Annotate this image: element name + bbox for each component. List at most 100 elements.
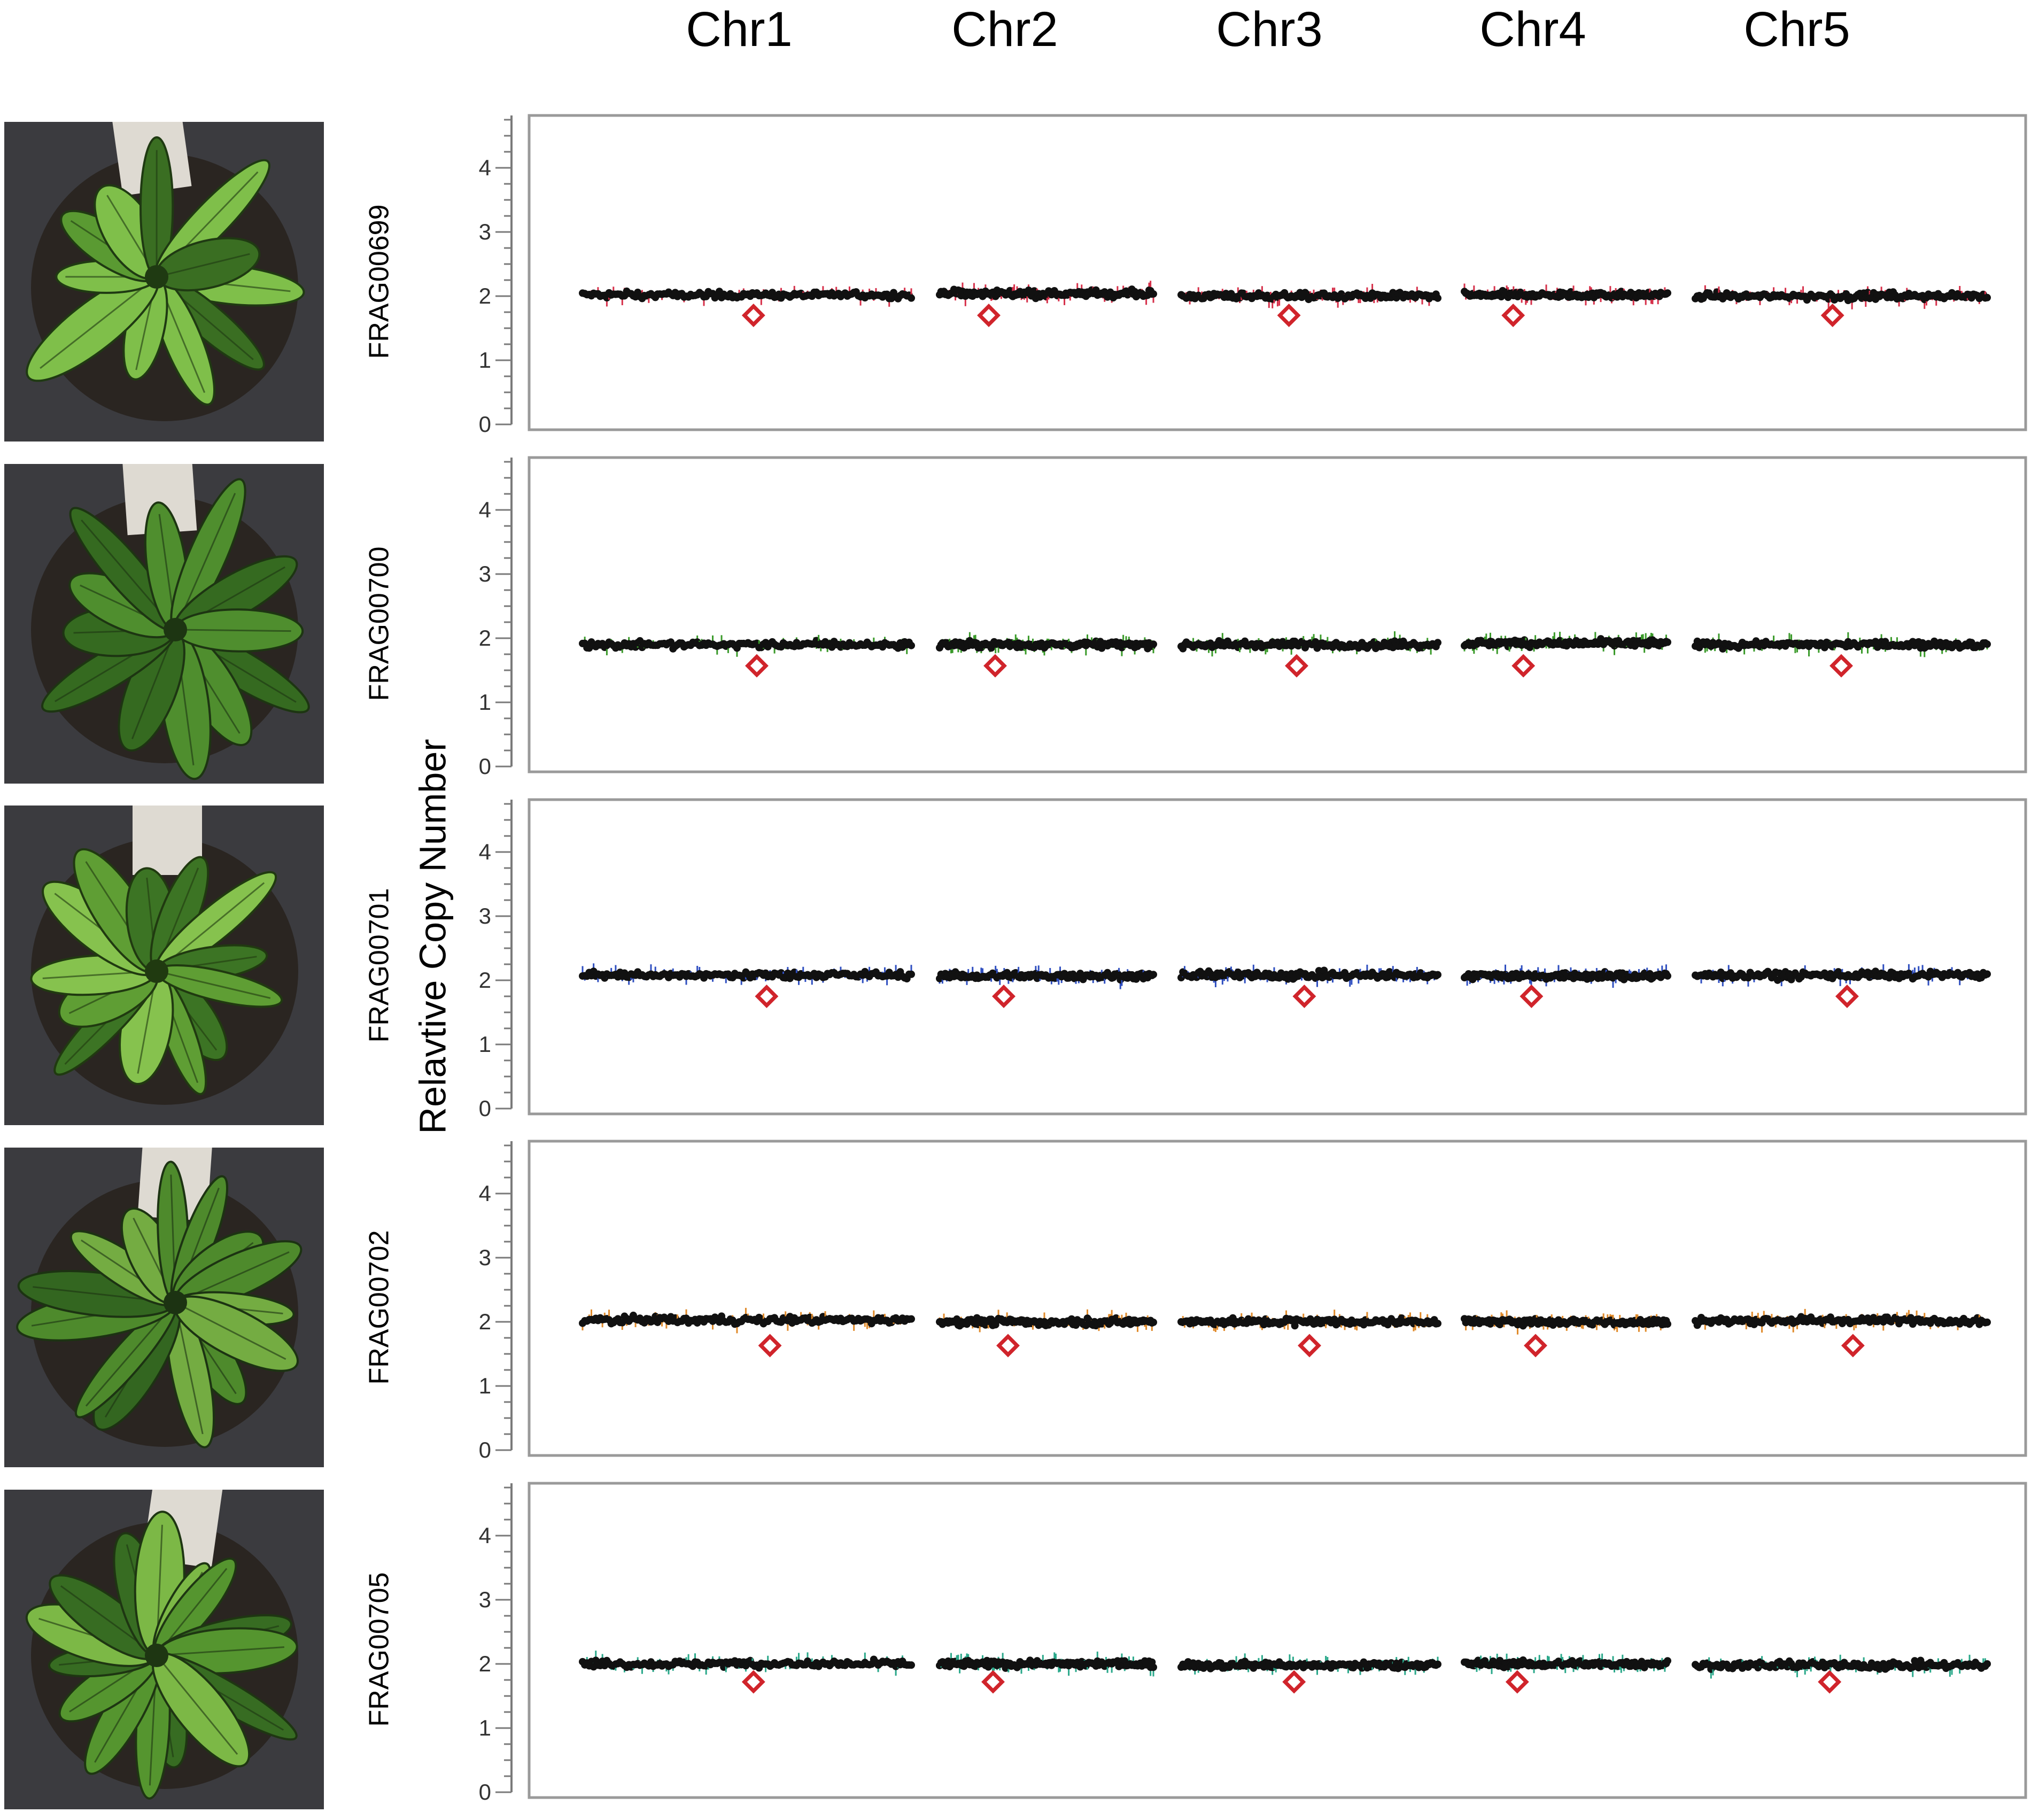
rosette-center	[145, 959, 168, 983]
centromere-marker	[1292, 985, 1316, 1008]
chromosome-label-chr3: Chr3	[1216, 2, 1323, 57]
panel-frame	[528, 114, 2027, 431]
panel-frame	[528, 798, 2027, 1116]
y-tick-label: 3	[479, 219, 491, 244]
pot-label-tab	[122, 464, 197, 536]
chromosome-segment	[1177, 631, 1441, 678]
data-point	[1434, 971, 1441, 979]
centromere-marker	[1285, 654, 1308, 678]
plot-panel: 0 1 2 3 4	[479, 114, 2027, 437]
y-tick-label: 1	[479, 690, 491, 715]
centromere-marker	[1820, 304, 1844, 327]
panel-frame	[528, 456, 2027, 773]
panel-frame	[528, 1140, 2027, 1457]
data-point	[1150, 1318, 1157, 1326]
y-tick-label: 0	[479, 1437, 491, 1462]
leaf-vein	[156, 253, 250, 278]
plant-photo-image	[4, 464, 324, 784]
rosette-center	[145, 1644, 168, 1667]
centromere-marker	[983, 654, 1007, 678]
leaf-vein	[156, 1655, 238, 1755]
leaf-vein	[156, 1646, 284, 1656]
data-point	[908, 294, 915, 302]
y-tick-label: 2	[479, 967, 491, 993]
y-tick-label: 1	[479, 1373, 491, 1398]
plot-panel: 0 1 2 3 4	[479, 1140, 2027, 1462]
plant-photo-frag00700	[4, 464, 324, 784]
plant-photo-frag00705	[4, 1490, 324, 1809]
data-point	[1983, 293, 1991, 301]
centromere-marker	[1277, 304, 1301, 327]
chromosome-segment	[936, 281, 1157, 327]
chromosome-label-chr5: Chr5	[1743, 2, 1850, 57]
y-tick-label: 2	[479, 1651, 491, 1676]
data-point	[1664, 972, 1671, 980]
data-point	[1150, 290, 1157, 298]
y-tick-label: 0	[479, 1096, 491, 1121]
y-tick-label: 3	[479, 561, 491, 586]
data-point	[908, 1661, 915, 1669]
data-point	[1150, 1663, 1157, 1671]
centromere-marker	[1501, 304, 1525, 327]
y-tick-label: 4	[479, 1523, 491, 1548]
y-tick-label: 1	[479, 1715, 491, 1740]
data-point	[908, 641, 915, 649]
chromosome-label-chr4: Chr4	[1479, 2, 1586, 57]
chromosome-segment	[1177, 964, 1441, 1008]
chromosome-segment	[936, 632, 1157, 678]
chromosome-label-chr1: Chr1	[686, 2, 793, 57]
y-tick-label: 0	[479, 412, 491, 437]
rosette-center	[145, 265, 168, 289]
chromosome-segment	[579, 963, 915, 1008]
chromosome-segment	[1461, 631, 1671, 678]
data-point	[1434, 639, 1441, 647]
data-point	[1664, 638, 1671, 646]
y-tick-label: 3	[479, 903, 491, 928]
y-tick-label: 2	[479, 283, 491, 308]
y-tick-label: 3	[479, 1587, 491, 1612]
chromosome-segment	[1692, 632, 1991, 678]
plant-photo-frag00702	[4, 1148, 324, 1467]
data-point	[1150, 971, 1157, 979]
leaf-vein	[156, 970, 271, 999]
centromere-marker	[992, 985, 1016, 1008]
data-point	[1983, 640, 1991, 648]
plot-panel: 0 1 2 3 4	[479, 1482, 2027, 1804]
data-point	[908, 1315, 915, 1323]
chromosome-segment	[1461, 964, 1671, 1008]
rosette-center	[164, 1291, 187, 1314]
plant-photo-image	[4, 122, 324, 442]
data-point	[1983, 970, 1991, 978]
y-tick-label: 0	[479, 754, 491, 779]
centromere-marker	[1511, 654, 1536, 678]
centromere-marker	[741, 304, 765, 327]
y-tick-label: 1	[479, 1032, 491, 1057]
chromosome-segment	[936, 965, 1157, 1008]
chromosome-segment	[579, 634, 915, 678]
y-tick-label: 1	[479, 347, 491, 373]
leaf-vein	[40, 276, 157, 369]
plot-panel: 0 1 2 3 4	[479, 798, 2027, 1121]
y-tick-label: 4	[479, 155, 491, 180]
plant-photo-image	[4, 1490, 324, 1809]
plot-panel: 0 1 2 3 4	[479, 456, 2027, 779]
y-tick-label: 3	[479, 1245, 491, 1270]
chromosome-segment	[579, 285, 915, 327]
chromosome-segment	[1692, 285, 1991, 327]
y-tick-label: 4	[479, 497, 491, 522]
y-tick-label: 2	[479, 625, 491, 650]
data-point	[1434, 294, 1441, 302]
data-point	[908, 970, 915, 978]
leaf-vein	[175, 629, 291, 632]
y-tick-label: 4	[479, 1181, 491, 1206]
data-point	[1983, 1318, 1991, 1326]
plant-photo-frag00701	[4, 806, 324, 1125]
plant-photo-frag00699	[4, 122, 324, 442]
y-tick-label: 0	[479, 1779, 491, 1804]
centromere-marker	[977, 304, 1001, 327]
plant-photo-image	[4, 806, 324, 1125]
chromosome-segment	[1177, 284, 1441, 327]
plant-photo-image	[4, 1148, 324, 1467]
